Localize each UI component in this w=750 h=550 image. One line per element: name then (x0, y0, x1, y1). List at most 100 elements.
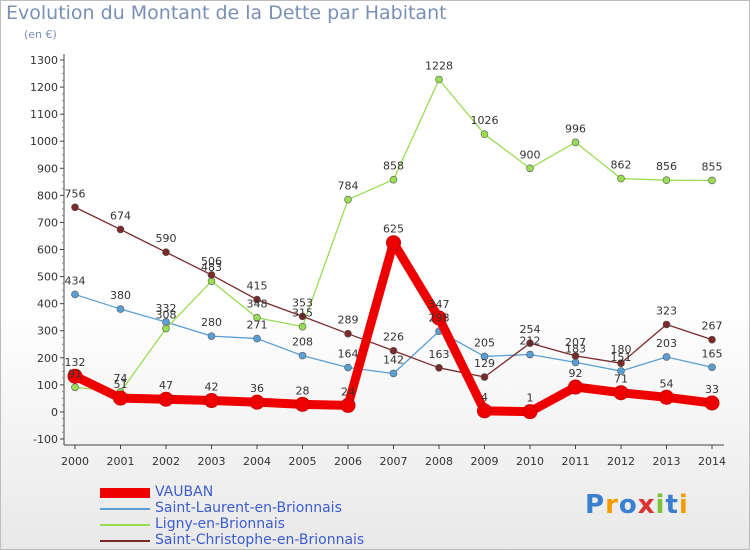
y-tick-label: 1200 (30, 81, 58, 94)
data-label: 212 (520, 335, 541, 348)
data-label: 24 (341, 385, 355, 398)
data-label: 434 (65, 274, 86, 287)
data-point (253, 295, 261, 304)
data-label: 332 (156, 302, 177, 315)
data-label: 92 (569, 367, 583, 380)
data-label: 42 (205, 381, 219, 394)
data-label: 289 (338, 314, 359, 327)
data-point (526, 339, 534, 347)
data-label: 71 (614, 373, 628, 386)
x-tick-label: 2004 (243, 455, 271, 468)
logo-letter: P (585, 490, 606, 520)
data-label: 862 (611, 159, 632, 172)
data-label: 51 (114, 378, 128, 391)
data-label: 208 (292, 336, 313, 349)
legend-label: Saint-Christophe-en-Brionnais (155, 532, 365, 548)
data-point (344, 329, 352, 338)
data-label: 163 (429, 348, 450, 361)
data-label: 33 (705, 383, 719, 396)
data-label: 315 (292, 307, 313, 320)
x-tick-label: 2010 (516, 455, 544, 468)
proxiti-logo: Proxiti (585, 490, 689, 520)
data-point (522, 404, 538, 420)
data-label: 353 (292, 296, 313, 309)
legend-label: Saint-Laurent-en-Brionnais (155, 500, 342, 516)
data-point (435, 75, 443, 84)
data-label: 855 (702, 160, 723, 173)
data-label: 674 (110, 209, 131, 222)
data-label: 323 (656, 304, 677, 317)
legend-swatch (100, 540, 150, 542)
data-label: 415 (247, 280, 268, 293)
y-tick-label: 1000 (30, 135, 58, 148)
data-point (526, 164, 534, 173)
data-point (71, 290, 79, 299)
data-label: 756 (65, 187, 86, 200)
data-label: 4 (481, 391, 488, 404)
legend-swatch (100, 488, 150, 498)
data-label: 858 (383, 160, 404, 173)
data-point (116, 305, 125, 313)
y-tick-label: 700 (37, 216, 58, 229)
y-tick-label: 900 (37, 162, 58, 175)
data-label: 298 (429, 311, 450, 324)
data-point (207, 271, 216, 279)
y-tick-label: 400 (37, 298, 58, 311)
x-tick-label: 2006 (334, 455, 362, 468)
logo-letter: i (678, 490, 689, 520)
data-label: 207 (565, 336, 586, 349)
data-point (295, 396, 310, 412)
data-label: 74 (114, 372, 128, 385)
data-point (386, 235, 401, 251)
y-tick-label: 300 (37, 325, 58, 338)
data-label: 1 (527, 392, 534, 405)
x-tick-label: 2008 (425, 455, 453, 468)
data-label: 151 (611, 351, 632, 364)
chart-title: Evolution du Montant de la Dette par Hab… (6, 2, 447, 24)
data-point (158, 391, 174, 407)
x-tick-label: 2012 (607, 455, 635, 468)
y-tick-label: 100 (37, 379, 58, 392)
logo-letter: t (665, 490, 679, 520)
data-point (298, 351, 307, 360)
data-point (662, 320, 671, 329)
data-label: 54 (660, 377, 674, 390)
legend-label: Ligny-en-Brionnais (155, 516, 285, 532)
data-point (480, 352, 489, 361)
data-label: 267 (702, 320, 723, 333)
data-point (162, 324, 170, 333)
y-tick-label: 1100 (30, 108, 58, 121)
chart-subtitle: (en €) (24, 28, 57, 41)
data-point (344, 363, 352, 372)
data-label: 47 (159, 379, 173, 392)
data-point (389, 346, 398, 355)
data-label: 254 (520, 323, 541, 336)
data-label: 205 (474, 336, 495, 349)
data-point (662, 353, 671, 361)
data-point (477, 403, 492, 419)
data-label: 590 (156, 232, 177, 245)
data-point (207, 332, 216, 340)
data-point (435, 364, 443, 372)
data-point (253, 313, 261, 322)
data-point (617, 359, 625, 368)
data-point (613, 385, 629, 401)
data-point (113, 390, 128, 406)
data-label: 506 (201, 255, 222, 268)
line-chart: 1300120011001000900800700600500400300200… (30, 54, 726, 468)
y-tick-label: -100 (33, 433, 58, 446)
data-point (431, 310, 447, 326)
data-point (162, 248, 170, 257)
data-point (708, 335, 716, 344)
data-label: 129 (474, 357, 495, 370)
logo-letter: i (655, 490, 666, 520)
data-point (480, 130, 489, 138)
x-tick-label: 2007 (380, 455, 408, 468)
data-label: 1228 (425, 59, 453, 72)
legend-label: VAUBAN (155, 484, 214, 500)
data-point (617, 367, 625, 375)
data-label: 348 (247, 298, 268, 311)
data-label: 271 (247, 319, 268, 332)
data-point (340, 397, 356, 413)
